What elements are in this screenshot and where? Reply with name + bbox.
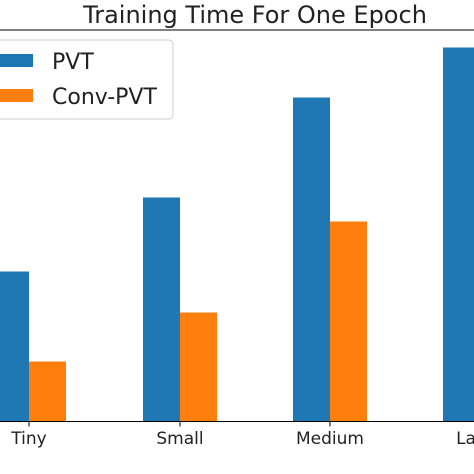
bar-conv-pvt-small — [180, 312, 217, 422]
bar-pvt-tiny — [0, 271, 29, 422]
legend: PVT Conv-PVT — [0, 39, 174, 120]
legend-label-pvt: PVT — [52, 50, 94, 75]
x-tick-label-large: Large — [456, 429, 474, 449]
legend-frame — [0, 39, 174, 120]
legend-swatch-conv-pvt — [0, 89, 33, 102]
x-tick-label-medium: Medium — [296, 429, 364, 449]
bar-pvt-medium — [293, 97, 330, 422]
bar-pvt-small — [143, 197, 180, 422]
bar-conv-pvt-tiny — [29, 361, 66, 422]
chart-title: Training Time For One Epoch — [82, 1, 427, 29]
bar-conv-pvt-medium — [330, 221, 367, 422]
x-tick-label-tiny: Tiny — [10, 429, 46, 449]
x-tick-label-small: Small — [156, 429, 203, 449]
x-ticks-group: Tiny Small Medium Large — [10, 421, 474, 449]
legend-swatch-pvt — [0, 54, 33, 67]
legend-label-conv-pvt: Conv-PVT — [52, 85, 157, 110]
bar-pvt-large — [443, 47, 474, 422]
bars-group — [0, 47, 474, 422]
